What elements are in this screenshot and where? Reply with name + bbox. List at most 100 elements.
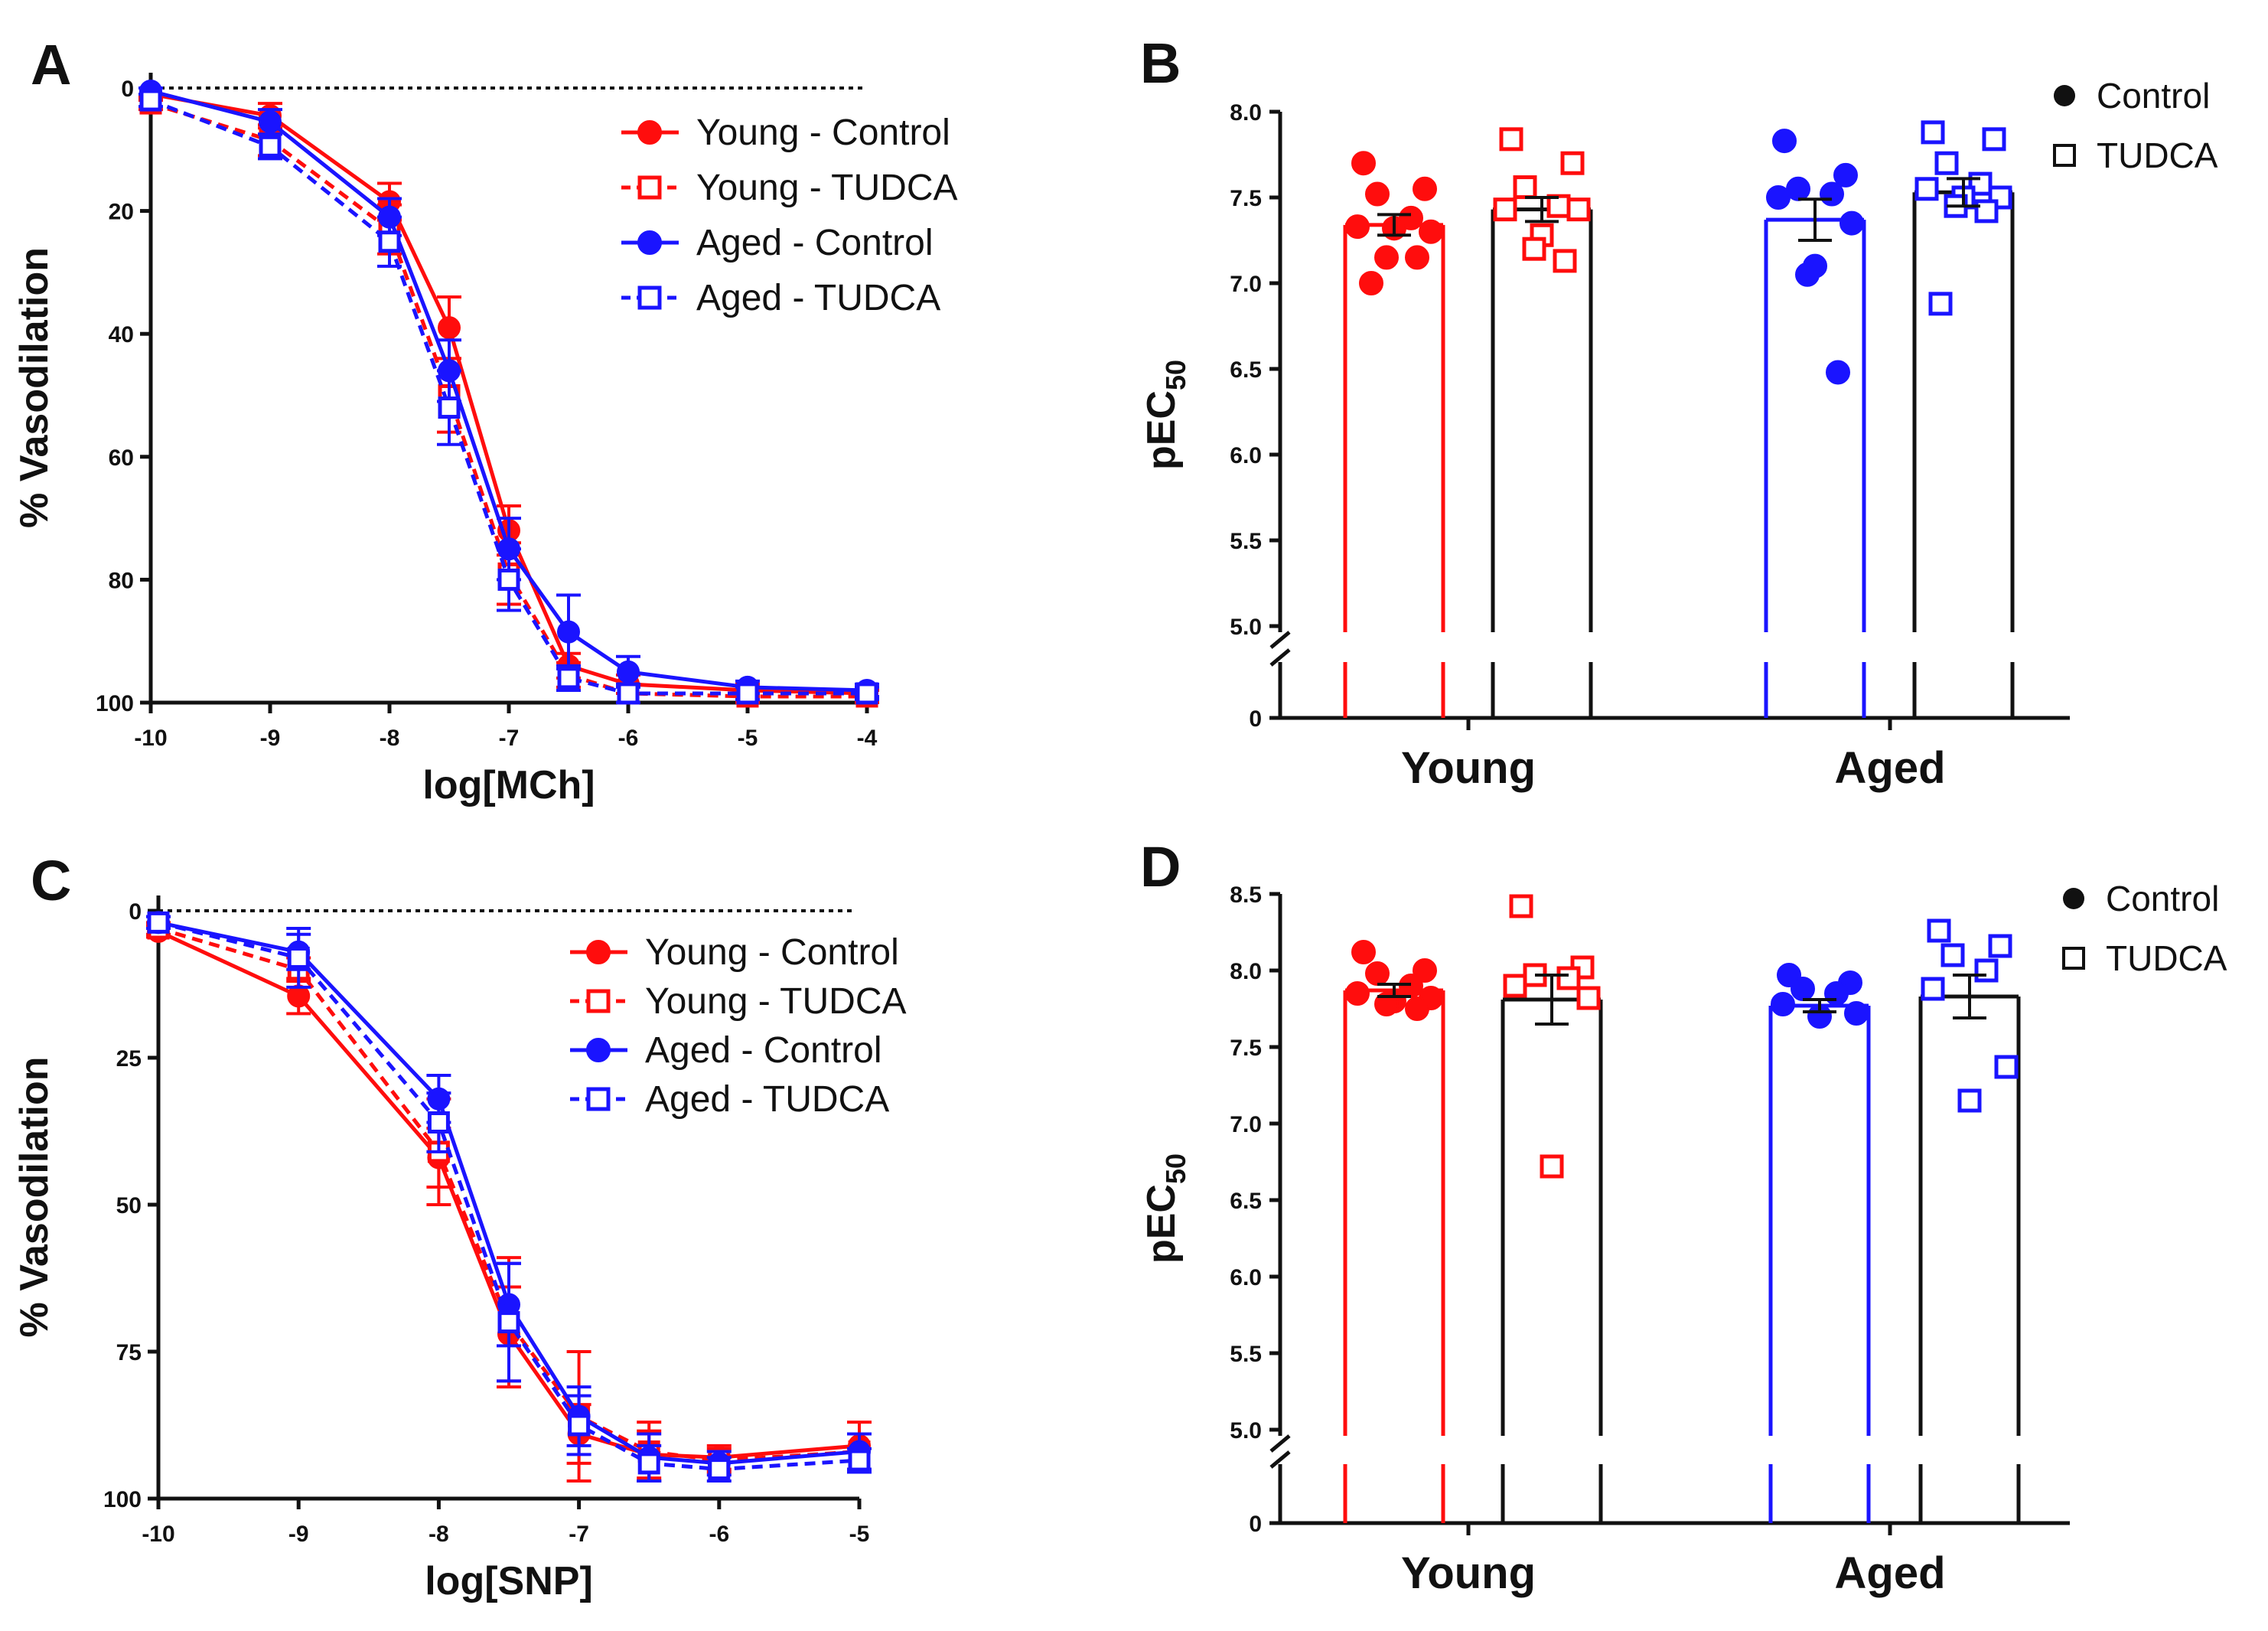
- panel-a-x-axis-title: log[MCh]: [422, 763, 595, 807]
- panel-d-bar-3-point: [1921, 977, 1945, 1001]
- panel-c-x-tick-label: -5: [849, 1522, 870, 1547]
- panel-b-bar-0-point: [1359, 271, 1383, 295]
- panel-d-bar-0-point: [1345, 981, 1370, 1006]
- panel-a-series-3-point: [617, 682, 640, 705]
- panel-d-letter: D: [1140, 835, 1181, 899]
- panel-d-bar-3-point: [1927, 918, 1951, 943]
- panel-c-legend-label: Young - TUDCA: [645, 981, 907, 1022]
- panel-a-y-tick-label: 20: [109, 200, 134, 225]
- panel-b-category-label: Aged: [1835, 743, 1946, 793]
- panel-c-x-tick-label: -7: [569, 1522, 589, 1547]
- panel-d-bar-1-point: [1503, 974, 1527, 998]
- panel-b-bar-2-point: [1826, 360, 1850, 385]
- panel-b-bar-1-point: [1499, 127, 1523, 152]
- panel-c-legend-label: Aged - TUDCA: [645, 1079, 889, 1120]
- panel-b-bar-3-point: [1914, 177, 1939, 201]
- panel-d-bar-0-point: [1374, 992, 1399, 1016]
- panel-d-legend-label: TUDCA: [2106, 938, 2227, 978]
- panel-b-y-axis-title: pEC50: [1139, 360, 1191, 470]
- panel-d-bar-3-point: [1974, 958, 1999, 983]
- panel-a-y-tick-label: 100: [96, 691, 134, 716]
- panel-d-bar-3-point: [1988, 934, 2012, 958]
- panel-b-bar-1-point: [1553, 249, 1577, 273]
- panel-d-y-tick-label: 8.0: [1230, 959, 1262, 984]
- panel-d-y-tick-label: 6.5: [1230, 1189, 1262, 1214]
- panel-c-legend-marker: [586, 989, 611, 1013]
- panel-a-x-tick-label: -6: [618, 726, 639, 751]
- panel-b-bar-0-point: [1374, 245, 1399, 270]
- panel-d-bar-0-point: [1365, 961, 1390, 986]
- panel-b-legend-marker: [2054, 85, 2075, 106]
- panel-b-y-tick-label: 6.5: [1230, 357, 1262, 383]
- panel-c-series-3-point: [708, 1458, 731, 1481]
- panel-d-bar-3-point: [1957, 1088, 1982, 1113]
- panel-b-bar-2-point: [1839, 210, 1864, 236]
- panel-a-series-2-point: [617, 660, 640, 683]
- panel-a-y-tick-label: 0: [121, 77, 134, 102]
- panel-a-series-3-point: [736, 682, 759, 705]
- panel-d-legend-marker: [2063, 888, 2084, 909]
- panel-b-bar-3-point: [1921, 120, 1945, 145]
- panel-c-x-tick-label: -8: [429, 1522, 449, 1547]
- panel-b-bar-3-point: [1974, 199, 1999, 223]
- panel-c-legend-label: Young - Control: [645, 932, 899, 973]
- panel-a-legend-marker: [637, 230, 662, 255]
- panel-d-bar-3-point: [1994, 1055, 2019, 1079]
- panel-d-y-tick-label: 5.0: [1230, 1418, 1262, 1443]
- panel-b-y-tick-label: 6.0: [1230, 443, 1262, 468]
- panel-b-y-tick-label: 7.5: [1230, 186, 1262, 211]
- panel-b-bar-0-point: [1351, 151, 1376, 176]
- panel-b-y-axis-title-sub: 50: [1160, 360, 1191, 390]
- panel-d-y-axis-title-sub: 50: [1160, 1153, 1191, 1184]
- panel-d-bar-1-point: [1509, 894, 1533, 918]
- panel-d-bar-0-point: [1405, 997, 1429, 1021]
- panel-a-series-0-point: [438, 316, 461, 340]
- panel-a-x-tick-label: -8: [380, 726, 400, 751]
- panel-c-series-3-point: [497, 1311, 520, 1334]
- panel-c-x-tick-label: -6: [709, 1522, 729, 1547]
- panel-d-axis-break-mark: [1269, 1434, 1291, 1453]
- panel-b-legend-marker: [2053, 144, 2076, 167]
- panel-c-series-3-point: [287, 946, 310, 969]
- panel-d-bar-1-point: [1540, 1154, 1564, 1179]
- panel-b-bar-3-point: [1988, 185, 2012, 210]
- panel-a-legend-label: Aged - TUDCA: [696, 278, 940, 318]
- panel-a-x-tick-label: -7: [499, 726, 520, 751]
- panel-b-y-tick-label: 0: [1249, 706, 1262, 732]
- panel-b-bar-2-point: [1766, 185, 1791, 210]
- panel-b-y-tick-label: 5.5: [1230, 529, 1262, 554]
- panel-c-y-tick-label: 25: [116, 1046, 142, 1072]
- panel-a-series-2-point: [557, 620, 580, 644]
- panel-b-y-tick-label: 7.0: [1230, 272, 1262, 297]
- panel-d-legend-marker: [2062, 947, 2085, 970]
- panel-b-bar-2-point: [1820, 181, 1844, 207]
- panel-b-bar-1-point: [1546, 194, 1571, 218]
- panel-a-y-tick-label: 60: [109, 445, 134, 471]
- panel-d-y-tick-label: 6.0: [1230, 1265, 1262, 1290]
- panel-c-legend-marker: [586, 940, 611, 964]
- panel-b-axis-break-mark: [1269, 648, 1291, 667]
- panel-b-bar-2-point: [1833, 162, 1858, 188]
- panel-d-y-axis-title-main: pEC: [1139, 1184, 1184, 1264]
- panel-b-bar-3-point: [1928, 292, 1953, 316]
- panel-a-series-3-point: [855, 682, 878, 705]
- panel-d-bar-3-point: [1941, 943, 1965, 967]
- panel-b-bar-1-point: [1566, 197, 1591, 222]
- panel-c-y-tick-label: 50: [116, 1193, 142, 1218]
- panel-c-x-tick-label: -9: [288, 1522, 309, 1547]
- panel-c-legend-label: Aged - Control: [645, 1030, 882, 1071]
- panel-d-bar-1-point: [1576, 986, 1601, 1010]
- panel-b-letter: B: [1140, 31, 1181, 95]
- panel-c-series-3-point: [848, 1449, 871, 1472]
- panel-d-y-tick-label: 7.0: [1230, 1112, 1262, 1137]
- panel-b-bar-3-point: [1934, 151, 1959, 175]
- panel-d-bar-2-point: [1824, 981, 1849, 1006]
- panel-b-y-tick-label: 5.0: [1230, 615, 1262, 640]
- panel-c-letter: C: [31, 849, 71, 912]
- panel-b-axis-break-mark: [1269, 631, 1291, 649]
- panel-d-bar-1-point: [1556, 966, 1581, 990]
- panel-d-y-tick-label: 5.5: [1230, 1342, 1262, 1367]
- panel-d-y-tick-label: 0: [1249, 1512, 1262, 1537]
- panel-b-y-tick-label: 8.0: [1230, 100, 1262, 126]
